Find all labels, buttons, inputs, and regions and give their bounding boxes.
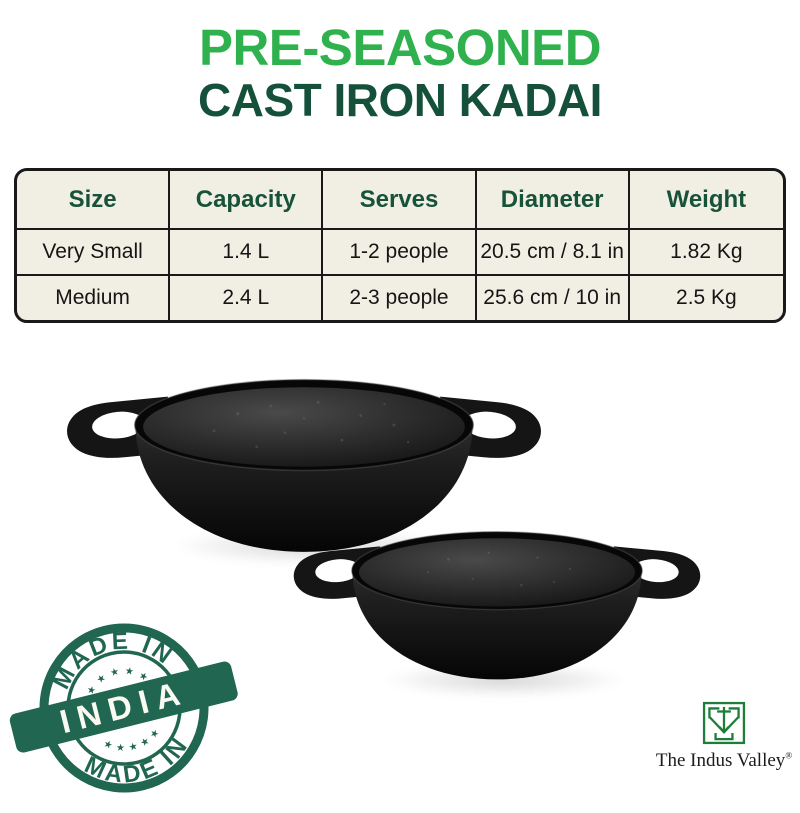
spec-cell: 1.82 Kg xyxy=(629,230,783,276)
spec-cell: 2.4 L xyxy=(170,276,324,320)
kadai-photo-medium xyxy=(67,378,541,552)
kadai-bowl xyxy=(351,531,643,680)
kadai-photo-very-small xyxy=(293,531,701,680)
cast-iron-speckle xyxy=(426,551,572,587)
spec-row-medium: Medium 2.4 L 2-3 people 25.6 cm / 10 in … xyxy=(17,276,783,320)
spec-cell: 1-2 people xyxy=(323,230,477,276)
brand-name-text: The Indus Valley xyxy=(655,750,786,771)
brand-block: The Indus Valley® xyxy=(646,700,800,772)
spec-cell: Very Small xyxy=(17,230,171,276)
spec-cell: 25.6 cm / 10 in xyxy=(477,276,630,320)
spec-header-diameter: Diameter xyxy=(476,171,630,230)
made-in-india-stamp: MADE IN MADE IN ★ ★ ★ ★ ★ ★ ★ ★ ★ ★ INDI… xyxy=(9,608,238,808)
spec-cell: 2.5 Kg xyxy=(676,286,737,309)
page-title: PRE-SEASONED CAST IRON KADAI xyxy=(0,19,800,127)
spec-header-row: Size Capacity Serves Diameter Weight xyxy=(17,171,783,230)
spec-header-size: Size xyxy=(17,171,171,230)
spec-row-very-small: Very Small 1.4 L 1-2 people 20.5 cm / 8.… xyxy=(17,230,783,276)
spec-table-body: Very Small 1.4 L 1-2 people 20.5 cm / 8.… xyxy=(17,230,783,320)
registered-mark: ® xyxy=(785,750,793,761)
kadai-bowl xyxy=(133,378,475,552)
spec-cell: 2-3 people xyxy=(323,276,477,320)
stamp-banner xyxy=(9,661,238,753)
title-line-preseasoned: PRE-SEASONED xyxy=(198,19,602,76)
spec-header-weight: Weight xyxy=(629,171,783,230)
spec-header-serves: Serves xyxy=(323,171,477,230)
brand-name: The Indus Valley® xyxy=(646,750,800,772)
title-line-cast-iron-kadai: CAST IRON KADAI xyxy=(198,74,602,127)
spec-header-capacity: Capacity xyxy=(170,171,324,230)
cast-iron-speckle xyxy=(212,400,410,449)
spec-cell: 1.4 L xyxy=(170,230,324,276)
spec-table: Size Capacity Serves Diameter Weight Ver… xyxy=(14,168,786,323)
spec-cell: 20.5 cm / 8.1 in xyxy=(476,230,630,276)
spec-cell: Medium xyxy=(17,276,171,320)
spec-table-head: Size Capacity Serves Diameter Weight xyxy=(17,171,783,230)
indus-valley-logo-icon xyxy=(702,701,746,745)
